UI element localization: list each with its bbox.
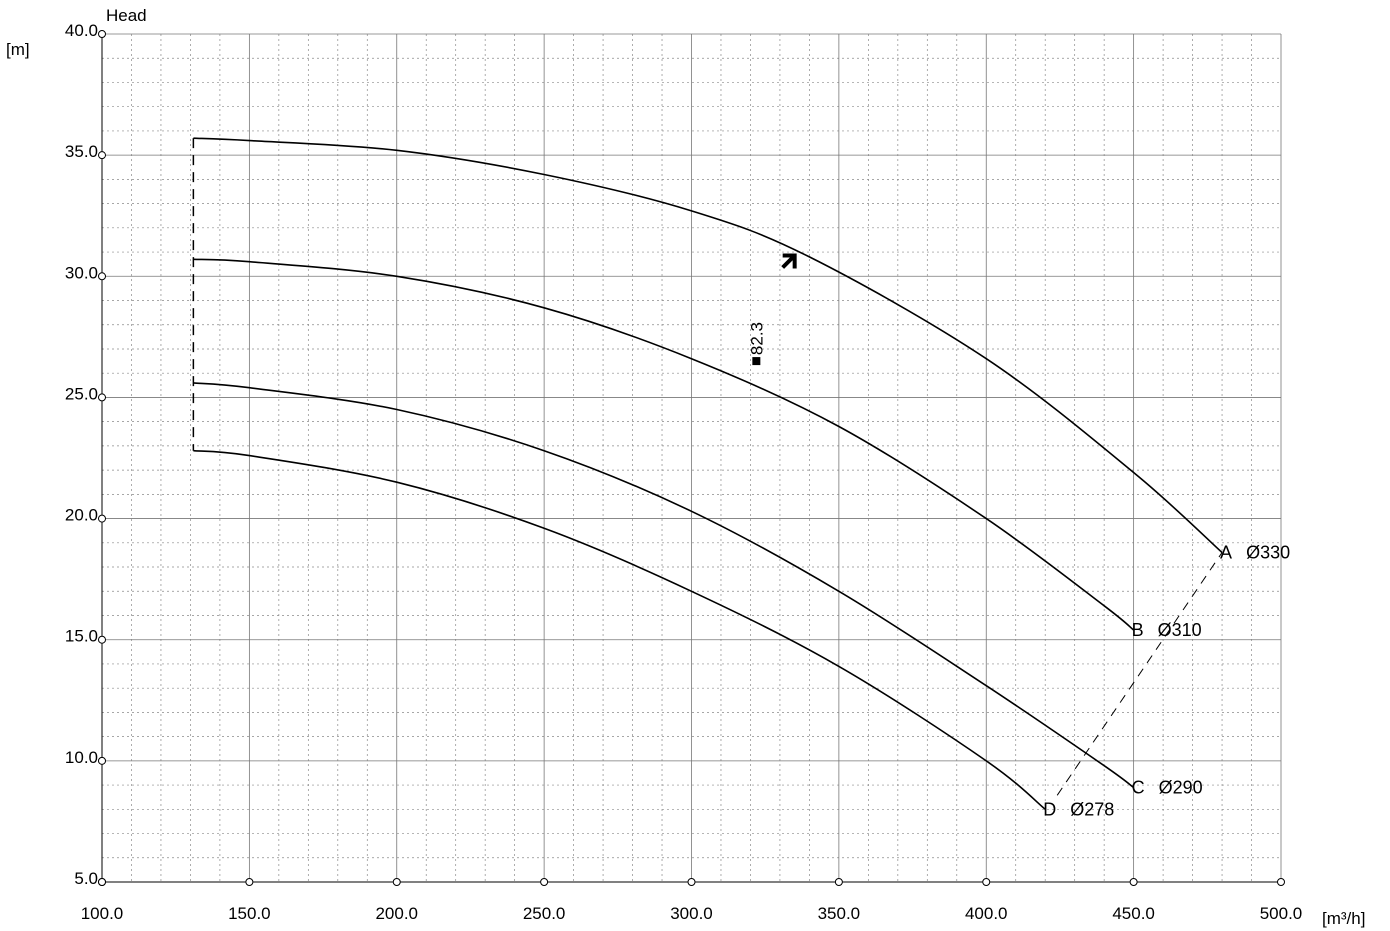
x-tick-label: 150.0 [228, 904, 271, 923]
curves: A Ø330 B Ø310 C Ø290 D Ø278 [192, 137, 1290, 819]
y-tick-label: 20.0 [65, 506, 98, 525]
curve-label-a: A Ø330 [1220, 542, 1290, 562]
curve-a [193, 137, 1223, 554]
x-tick-label: 100.0 [81, 904, 124, 923]
x-tick-marker [834, 878, 843, 886]
x-tick-marker [1277, 878, 1285, 886]
y-tick-marker [98, 272, 106, 281]
x-tick-marker [392, 878, 401, 886]
x-tick-marker [245, 878, 254, 886]
curve-c [193, 382, 1135, 789]
x-tick-label: 250.0 [523, 904, 566, 923]
y-tick-label: 5.0 [74, 869, 98, 888]
x-tick-label: 450.0 [1112, 904, 1155, 923]
x-tick-label: 200.0 [375, 904, 418, 923]
curve-label-d: D Ø278 [1043, 799, 1114, 819]
y-tick-marker [98, 151, 106, 160]
grid [101, 33, 1282, 883]
y-tick-marker [98, 30, 106, 38]
curve-label-c: C Ø290 [1132, 778, 1203, 798]
y-tick-label: 40.0 [65, 21, 98, 40]
curve-label-b: B Ø310 [1132, 620, 1202, 640]
duty-point-arrow [781, 253, 797, 269]
y-tick-label: 35.0 [65, 142, 98, 161]
x-tick-label: 400.0 [965, 904, 1008, 923]
y-tick-marker [98, 635, 106, 644]
x-tick-label: 500.0 [1260, 904, 1303, 923]
y-tick-marker [98, 756, 106, 765]
x-tick-label: 300.0 [670, 904, 713, 923]
y-tick-label: 25.0 [65, 384, 98, 403]
curve-b [193, 258, 1135, 631]
curve-d [193, 449, 1046, 810]
x-tick-marker [1129, 878, 1138, 886]
x-tick-marker [98, 878, 106, 886]
y-tick-label: 10.0 [65, 748, 98, 767]
y-tick-label: 30.0 [65, 263, 98, 282]
x-tick-marker [982, 878, 991, 886]
efficiency-marker [752, 357, 761, 366]
end-of-curve-line [1056, 552, 1223, 796]
y-axis-title: Head [106, 6, 147, 25]
x-tick-marker [540, 878, 549, 886]
y-tick-marker [98, 514, 106, 523]
axes: 5.0 10.0 15.0 20.0 25.0 30.0 35.0 40.0 100.0 150.… [65, 21, 1302, 923]
y-tick-marker [98, 393, 106, 402]
annotations: 82.3 [747, 253, 797, 366]
efficiency-label: 82.3 [747, 322, 766, 355]
x-tick-label: 350.0 [818, 904, 861, 923]
x-axis-unit: [m³/h] [1322, 909, 1365, 928]
x-tick-marker [687, 878, 696, 886]
y-tick-label: 15.0 [65, 627, 98, 646]
y-axis-unit: [m] [6, 40, 30, 59]
